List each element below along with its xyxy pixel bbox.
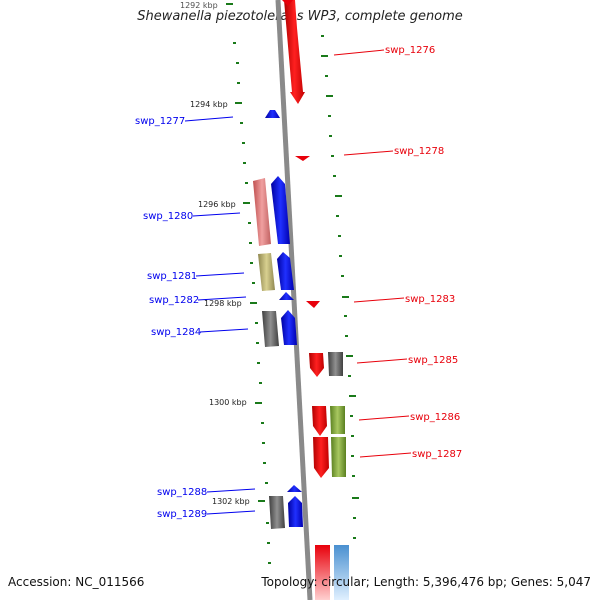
- gene-label-swp-1285[interactable]: swp_1285: [408, 355, 458, 366]
- leader-lines: [184, 49, 412, 515]
- gene-label-swp-1287[interactable]: swp_1287: [412, 449, 462, 460]
- gene-feature-swp-1285-gray[interactable]: [328, 352, 343, 376]
- genome-title: Shewanella piezotolerans WP3, complete g…: [137, 9, 463, 24]
- gene-label-swp-1286[interactable]: swp_1286: [410, 412, 460, 423]
- gene-feature-swp-1289[interactable]: [288, 496, 303, 527]
- gene-feature-swp-1283[interactable]: [306, 301, 320, 308]
- kbp-label-1302: 1302 kbp: [212, 497, 250, 506]
- kbp-label-1294: 1294 kbp: [190, 100, 228, 109]
- gene-feature-swp-1286[interactable]: [312, 406, 327, 436]
- gene-feature-swp-1282[interactable]: [279, 292, 294, 300]
- gene-feature-swp-1286-green[interactable]: [330, 406, 345, 434]
- gene-feature-swp-1287[interactable]: [313, 437, 329, 478]
- kbp-label-1298: 1298 kbp: [204, 299, 242, 308]
- gene-feature-swp-1284-gray[interactable]: [262, 311, 279, 347]
- gene-label-swp-1280[interactable]: swp_1280: [143, 211, 193, 222]
- gene-feature-swp-1285[interactable]: [309, 353, 324, 377]
- gene-label-swp-1283[interactable]: swp_1283: [405, 294, 455, 305]
- topology-text: Topology: circular; Length: 5,396,476 bp…: [261, 575, 591, 589]
- tick-marks: [226, 3, 359, 564]
- gene-label-swp-1281[interactable]: swp_1281: [147, 271, 197, 282]
- kbp-label-1292: 1292 kbp: [180, 1, 218, 10]
- gene-label-swp-1276[interactable]: swp_1276: [385, 45, 435, 56]
- gene-label-swp-1289[interactable]: swp_1289: [157, 509, 207, 520]
- gene-feature-swp-1281-olive[interactable]: [258, 253, 275, 291]
- gene-label-swp-1288[interactable]: swp_1288: [157, 487, 207, 498]
- gene-feature-swp-1289-gray[interactable]: [269, 496, 285, 529]
- kbp-label-1300: 1300 kbp: [209, 398, 247, 407]
- kbp-label-1296: 1296 kbp: [198, 200, 236, 209]
- accession-text: Accession: NC_011566: [8, 575, 145, 589]
- gene-feature-top-small[interactable]: [282, 0, 293, 6]
- gene-label-swp-1277[interactable]: swp_1277: [135, 116, 185, 127]
- gene-label-swp-1282[interactable]: swp_1282: [149, 295, 199, 306]
- gene-feature-bottom-lightblue[interactable]: [334, 545, 349, 600]
- gene-feature-swp-1287-green[interactable]: [331, 437, 346, 477]
- gene-feature-swp-1284[interactable]: [281, 310, 297, 345]
- gene-label-swp-1278[interactable]: swp_1278: [394, 146, 444, 157]
- gene-label-swp-1284[interactable]: swp_1284: [151, 327, 201, 338]
- gene-feature-bottom-red[interactable]: [315, 545, 330, 600]
- gene-feature-swp-1276[interactable]: [284, 0, 305, 104]
- gene-feature-swp-1277[interactable]: [265, 110, 280, 118]
- gene-feature-swp-1288[interactable]: [287, 485, 302, 492]
- gene-feature-swp-1280[interactable]: [271, 176, 290, 244]
- gene-feature-swp-1278[interactable]: [295, 156, 310, 161]
- gene-feature-swp-1281[interactable]: [277, 252, 294, 290]
- gene-feature-swp-1279[interactable]: [253, 178, 271, 246]
